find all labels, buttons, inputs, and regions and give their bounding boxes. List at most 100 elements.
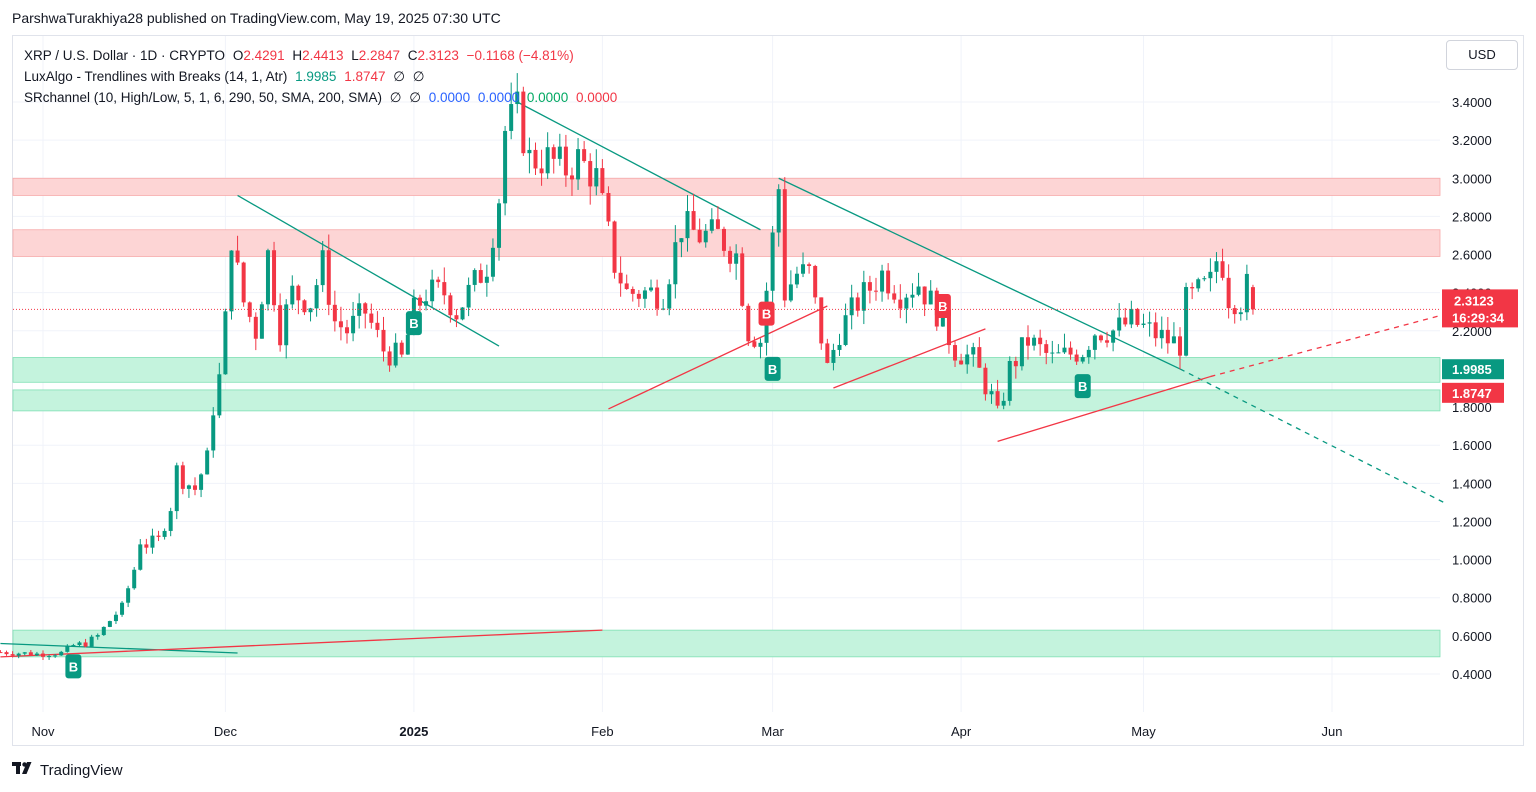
candle — [460, 307, 465, 321]
candle — [484, 264, 489, 297]
candle-body — [1165, 329, 1170, 344]
candle — [515, 73, 520, 114]
time-tick-label: May — [1131, 724, 1156, 739]
footer-brand[interactable]: TradingView — [12, 761, 123, 780]
candle-body — [199, 474, 204, 490]
candle-body — [503, 130, 508, 204]
candle-body — [1244, 273, 1249, 313]
indicator-2-value-3: 0.0000 — [526, 90, 569, 105]
candle — [22, 652, 27, 656]
candle — [1117, 303, 1122, 337]
low-value: 2.2847 — [358, 48, 401, 63]
candle-body — [399, 342, 404, 355]
candle-body — [144, 544, 149, 548]
candle — [363, 302, 368, 329]
candle — [490, 238, 495, 282]
candle — [247, 301, 252, 323]
candle — [1177, 327, 1182, 370]
symbol-title[interactable]: XRP / U.S. Dollar · 1D · CRYPTO — [24, 48, 226, 63]
candle-body — [801, 264, 806, 274]
candle-body — [655, 287, 660, 309]
candle-body — [1068, 347, 1073, 355]
ohlc-close: C2.3123 — [408, 48, 459, 63]
ohlc-low: L2.2847 — [351, 48, 400, 63]
trendline-red — [833, 328, 986, 389]
candle-body — [959, 360, 964, 365]
candle — [533, 142, 538, 175]
current-price-value: 2.3123 — [1454, 293, 1494, 308]
candle — [971, 342, 976, 367]
indicator-price-box — [1442, 359, 1504, 380]
candle — [1013, 356, 1018, 379]
trendline-green — [237, 194, 500, 347]
candle — [126, 585, 131, 608]
trendline-green — [1179, 368, 1448, 505]
break-marker-green: B — [405, 311, 422, 336]
currency-button[interactable]: USD — [1446, 40, 1518, 70]
trendline-red — [608, 305, 828, 410]
candle-body — [436, 279, 441, 283]
candle-body — [983, 367, 988, 395]
candle — [156, 530, 161, 542]
candle-body — [223, 311, 228, 375]
candle-body — [953, 345, 958, 361]
time-tick-label: Dec — [214, 724, 238, 739]
candle — [65, 644, 70, 653]
candle — [71, 643, 76, 647]
legend-indicator-1[interactable]: LuxAlgo - Trendlines with Breaks (14, 1,… — [24, 66, 621, 87]
candle-body — [71, 645, 76, 647]
candle — [557, 133, 562, 166]
candle-body — [180, 465, 185, 489]
candle — [1105, 331, 1110, 348]
time-tick-label: Nov — [31, 724, 55, 739]
candle-body — [1220, 261, 1225, 278]
candle-body — [83, 642, 88, 647]
candle-body — [320, 250, 325, 286]
candle-body — [916, 286, 921, 295]
indicator-1-value-1: 1.9985 — [295, 69, 337, 84]
indicator-1-value-2: 1.8747 — [344, 69, 386, 84]
candle — [278, 293, 283, 352]
indicator-2-na-1: ∅ — [389, 90, 402, 105]
candle-body — [831, 349, 836, 363]
candle — [746, 303, 751, 346]
candle-body — [375, 322, 380, 330]
candle-body — [825, 343, 830, 363]
indicator-2-name: SRchannel (10, High/Low, 5, 1, 6, 290, 5… — [24, 90, 382, 105]
price-tick-label: 0.6000 — [1452, 629, 1492, 644]
break-marker-green: B — [764, 356, 781, 381]
candle-body — [618, 272, 623, 284]
candle — [582, 141, 587, 163]
candle-body — [89, 636, 94, 647]
candle-body — [430, 279, 435, 302]
candle — [205, 447, 210, 475]
change-value: −0.1168 (−4.81%) — [466, 48, 574, 63]
candle — [211, 407, 216, 458]
candle — [776, 184, 781, 247]
candle-body — [107, 621, 112, 627]
legend-indicator-2[interactable]: SRchannel (10, High/Low, 5, 1, 6, 290, 5… — [24, 87, 621, 108]
candle-body — [697, 229, 702, 243]
candle — [1202, 275, 1207, 282]
indicator-price-value: 1.8747 — [1452, 386, 1492, 401]
candle-body — [995, 391, 1000, 406]
candle-body — [563, 146, 568, 176]
price-labels: 2.3123 16:29:34 1.9985 1.8747 — [13, 289, 1518, 403]
candle — [235, 235, 240, 266]
candle — [594, 149, 599, 196]
indicator-1-na-1: ∅ — [393, 69, 406, 84]
candle — [673, 225, 678, 299]
price-tick-label: 2.8000 — [1452, 209, 1492, 224]
candle-body — [448, 295, 453, 316]
candle-body — [47, 656, 52, 658]
candle-body — [1038, 337, 1043, 345]
candle-body — [898, 299, 903, 309]
candle — [1232, 304, 1237, 324]
candle — [782, 177, 787, 308]
price-tick-label: 1.8000 — [1452, 400, 1492, 415]
candle — [983, 363, 988, 401]
candle-body — [77, 642, 82, 646]
indicator-2-value-4: 0.0000 — [575, 90, 618, 105]
candle-body — [1129, 308, 1134, 325]
